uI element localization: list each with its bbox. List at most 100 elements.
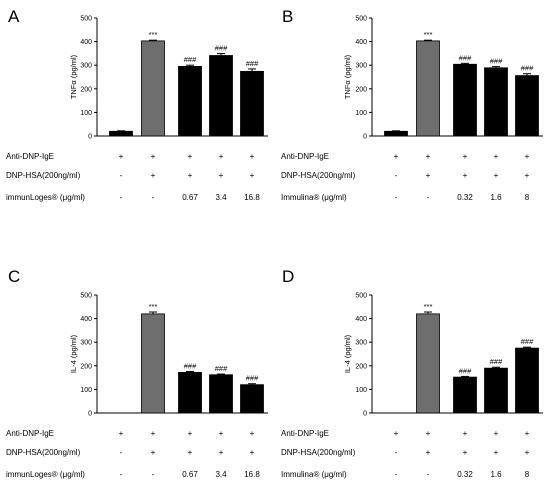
bar: [416, 40, 440, 137]
bar: [240, 70, 264, 137]
condition-cell: 0.67: [182, 470, 198, 479]
condition-cell: +: [426, 429, 431, 438]
condition-cell: +: [494, 152, 499, 161]
significance-label: ###: [246, 374, 259, 383]
significance-label: ###: [521, 64, 534, 73]
condition-cell: 0.32: [457, 193, 473, 202]
condition-cell: 1.6: [490, 193, 502, 202]
condition-row-label: DNP-HSA(200ng/ml): [281, 171, 356, 180]
panel-label: A: [8, 7, 20, 26]
y-axis-title: IL-4 (pg/ml): [69, 334, 78, 373]
panel-label: D: [282, 267, 294, 286]
panel-C: C 0 100 200 300 400 500 IL-4 (pg/ml) *** ### ### ##…: [6, 267, 268, 479]
bar: [240, 384, 264, 414]
condition-cell: -: [395, 193, 398, 202]
bar: [416, 313, 440, 414]
condition-cell: +: [151, 171, 156, 180]
condition-cell: +: [219, 448, 224, 457]
condition-cell: +: [426, 171, 431, 180]
y-tick-label: 500: [80, 16, 92, 23]
condition-cell: -: [427, 470, 430, 479]
bar: [141, 313, 165, 414]
condition-row-label: DNP-HSA(200ng/ml): [6, 171, 81, 180]
condition-cell: +: [151, 152, 156, 161]
bar: [484, 367, 508, 414]
significance-label: ###: [246, 59, 259, 68]
condition-cell: 3.4: [215, 193, 227, 202]
y-tick-label: 200: [80, 363, 92, 370]
condition-cell: +: [219, 429, 224, 438]
condition-cell: -: [120, 171, 123, 180]
y-tick-label: 300: [80, 340, 92, 347]
condition-cell: +: [494, 429, 499, 438]
panel-label: C: [8, 267, 20, 286]
condition-row-label: DNP-HSA(200ng/ml): [281, 448, 356, 457]
y-tick-label: 200: [355, 86, 367, 93]
bar: [384, 130, 408, 137]
condition-cell: +: [463, 152, 468, 161]
significance-label: ***: [149, 30, 158, 39]
condition-cell: -: [395, 171, 398, 180]
significance-label: ###: [490, 357, 503, 366]
panel-A: A 0 100 200 300 400 500 TNFα (pg/ml) *** ### ### ##…: [6, 7, 268, 202]
condition-cell: -: [152, 470, 155, 479]
condition-cell: -: [395, 470, 398, 479]
condition-cell: +: [188, 152, 193, 161]
panel-label: B: [282, 7, 293, 26]
condition-cell: 0.32: [457, 470, 473, 479]
bar: [515, 75, 539, 137]
bar: [109, 130, 133, 137]
condition-row-label: Anti-DNP-IgE: [281, 429, 329, 438]
y-tick-label: 400: [80, 316, 92, 323]
condition-cell: +: [151, 429, 156, 438]
condition-row-label: Anti-DNP-IgE: [281, 152, 329, 161]
condition-cell: +: [119, 429, 124, 438]
panel-D: D 0 100 200 300 400 500 IL-4 (pg/ml) *** ### ### ##…: [281, 267, 543, 479]
condition-row-label: Anti-DNP-IgE: [6, 152, 54, 161]
condition-row-label: immunLoges® (μg/ml): [6, 470, 85, 479]
bar: [453, 376, 477, 414]
condition-cell: -: [120, 448, 123, 457]
condition-cell: +: [188, 448, 193, 457]
condition-cell: +: [463, 448, 468, 457]
condition-cell: -: [152, 193, 155, 202]
significance-label: ###: [459, 366, 472, 375]
condition-row-label: immunLoges® (μg/ml): [6, 193, 85, 202]
y-tick-label: 400: [355, 39, 367, 46]
y-tick-label: 500: [80, 293, 92, 300]
condition-cell: +: [525, 152, 530, 161]
y-tick-label: 100: [355, 387, 367, 394]
bar: [484, 67, 508, 137]
condition-cell: +: [426, 448, 431, 457]
condition-cell: +: [250, 152, 255, 161]
condition-cell: +: [463, 171, 468, 180]
y-tick-label: 500: [355, 16, 367, 23]
bar: [453, 63, 477, 137]
y-tick-label: 0: [363, 134, 367, 141]
y-axis-title: IL-4 (pg/ml): [343, 334, 352, 373]
condition-cell: 8: [525, 470, 530, 479]
y-tick-label: 400: [355, 316, 367, 323]
condition-cell: +: [250, 429, 255, 438]
condition-cell: +: [250, 448, 255, 457]
y-tick-label: 100: [80, 387, 92, 394]
y-tick-label: 200: [355, 363, 367, 370]
significance-label: ###: [490, 57, 503, 66]
significance-label: ***: [149, 302, 158, 311]
condition-cell: +: [463, 429, 468, 438]
y-tick-label: 0: [363, 411, 367, 418]
bar: [209, 55, 233, 137]
bar: [178, 372, 202, 414]
condition-cell: +: [188, 171, 193, 180]
bar: [178, 65, 202, 137]
panel-B: B 0 100 200 300 400 500 TNFα (pg/ml) *** ### ### ##…: [281, 7, 543, 202]
significance-label: ###: [184, 361, 197, 370]
bar: [209, 374, 233, 414]
condition-row-label: Immulina® (μg/ml): [281, 470, 347, 479]
significance-label: ###: [215, 44, 228, 53]
condition-cell: +: [426, 152, 431, 161]
condition-cell: 16.8: [244, 193, 260, 202]
y-tick-label: 300: [355, 340, 367, 347]
significance-label: ###: [459, 53, 472, 62]
